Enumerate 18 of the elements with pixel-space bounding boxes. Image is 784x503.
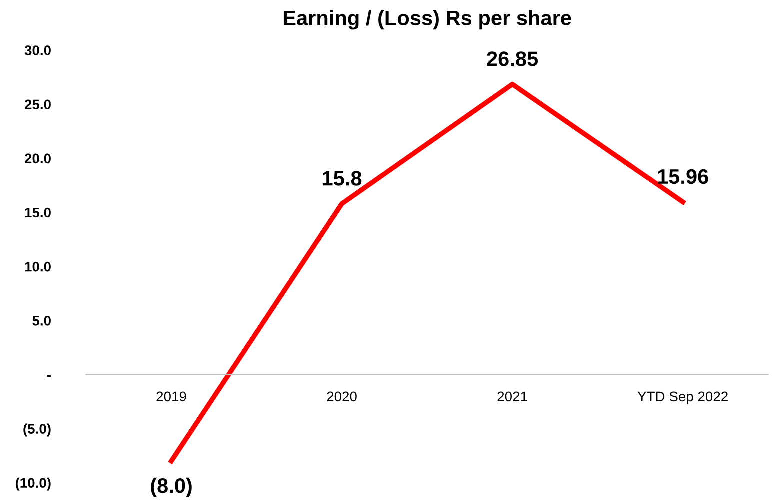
y-tick-label: (5.0) [24, 424, 51, 437]
y-tick-label: 10.0 [25, 262, 51, 272]
x-tick-label: YTD Sep 2022 [638, 392, 728, 404]
data-label: 26.85 [487, 52, 538, 66]
data-label: (8.0) [151, 478, 192, 498]
y-tick-label: (10.0) [16, 478, 51, 491]
y-tick-label: 5.0 [32, 316, 51, 326]
data-label: 15.8 [323, 171, 362, 186]
x-tick-label: 2021 [498, 392, 528, 402]
chart-title: Earning / (Loss) Rs per share [284, 10, 572, 30]
y-tick-label: 30.0 [24, 46, 51, 56]
data-label: 15.96 [658, 169, 708, 184]
y-tick-label: 15.0 [25, 208, 51, 218]
y-tick-label: 25.0 [24, 100, 51, 110]
x-tick-label: 2020 [327, 392, 357, 402]
x-tick-label: 2019 [156, 392, 186, 402]
y-tick-label: - [47, 375, 51, 377]
y-tick-label: 20.0 [24, 154, 51, 164]
